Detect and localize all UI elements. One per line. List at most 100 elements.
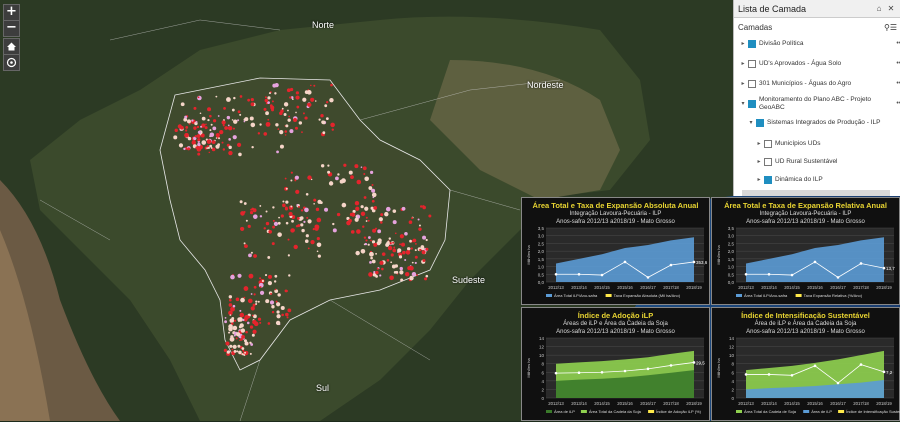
ilp-dot	[191, 140, 196, 145]
expand-arrow-icon[interactable]: ▸	[757, 141, 761, 147]
ilp-dot	[341, 178, 346, 184]
ilp-dot	[267, 118, 270, 121]
x-tick-label: 2017/18	[853, 401, 869, 406]
ilp-dot	[237, 119, 240, 122]
layer-item[interactable]: ▸ UD's Aprovados - Água Solo •••	[734, 60, 900, 68]
expand-arrow-icon[interactable]: ▾	[741, 101, 745, 107]
layer-checkbox[interactable]	[764, 158, 772, 166]
layer-checkbox[interactable]	[764, 140, 772, 148]
layer-item[interactable]: ▸ 301 Municípios - Águas do Agro •••	[734, 80, 900, 88]
ilp-dot	[304, 116, 308, 120]
layer-label: UD's Aprovados - Água Solo	[759, 60, 842, 67]
expand-arrow-icon[interactable]: ▸	[757, 159, 761, 165]
ilp-dot	[290, 171, 293, 174]
ilp-dot	[386, 258, 390, 262]
ilp-dot	[286, 88, 291, 93]
ilp-dot	[275, 300, 278, 303]
scroll-indicator[interactable]	[742, 190, 890, 196]
layer-checkbox[interactable]	[748, 60, 756, 68]
ilp-dot	[377, 238, 382, 243]
layer-item[interactable]: ▸Municípios UDs•••	[734, 140, 900, 148]
ilp-dot	[363, 236, 367, 239]
expand-arrow-icon[interactable]: ▸	[741, 81, 745, 87]
ilp-dot	[279, 144, 284, 149]
ilp-dot	[306, 90, 312, 95]
region-label-nordeste: Nordeste	[527, 80, 564, 90]
layer-checkbox[interactable]	[756, 119, 764, 127]
ilp-dot	[420, 245, 425, 249]
series-point	[859, 363, 863, 366]
ilp-dot	[224, 317, 227, 319]
ilp-dot	[277, 232, 282, 237]
series-point	[669, 263, 673, 267]
region-label-sul: Sul	[316, 383, 330, 393]
search-icon[interactable]: ⚲	[883, 22, 890, 32]
ilp-dot	[397, 248, 402, 253]
ilp-dot	[247, 315, 251, 319]
expand-arrow-icon[interactable]: ▾	[749, 120, 753, 126]
chart-subtitle: Integração Lavoura-Pecuária - ILP	[569, 211, 662, 217]
zoom-out-button[interactable]: −	[3, 20, 20, 37]
ilp-dot	[307, 102, 312, 107]
pin-icon[interactable]: ⌂	[876, 4, 882, 13]
more-options-icon[interactable]: •••	[896, 40, 900, 47]
layer-checkbox[interactable]	[748, 80, 756, 88]
ilp-dot	[276, 150, 279, 154]
layer-item[interactable]: ▸Dinâmica do ILP•••	[734, 176, 900, 184]
ilp-dot	[399, 234, 404, 239]
ilp-dot	[244, 244, 248, 249]
ilp-dot	[268, 230, 273, 234]
home-button[interactable]	[3, 38, 20, 55]
more-options-icon[interactable]: •••	[896, 80, 900, 87]
ilp-dot	[249, 325, 254, 329]
y-tick-label: 0	[541, 396, 544, 401]
ilp-dot	[235, 297, 240, 302]
y-tick-label: 4	[731, 379, 734, 384]
ilp-dot	[380, 213, 384, 217]
ilp-dot	[239, 309, 242, 312]
ilp-dot	[296, 105, 300, 109]
ilp-dot	[370, 170, 374, 174]
ilp-dot	[197, 152, 201, 156]
ilp-dot	[239, 323, 244, 328]
layer-list-header: Lista de Camada ⌂ ✕	[734, 0, 900, 18]
ilp-dot	[240, 297, 245, 303]
ilp-dot	[273, 221, 279, 227]
filter-icon[interactable]: ☰	[889, 22, 897, 32]
ilp-dot	[212, 119, 217, 123]
data-label: 29,5	[696, 360, 705, 365]
ilp-dot	[261, 279, 265, 283]
layer-checkbox[interactable]	[748, 40, 756, 48]
ilp-dot	[259, 321, 262, 324]
layer-item[interactable]: ▸UD Rural Sustentável•••	[734, 158, 900, 166]
x-tick-label: 2018/19	[876, 401, 892, 406]
chart-panel-absolute-expansion: Área Total e Taxa de Expansão Absoluta A…	[521, 197, 710, 305]
more-options-icon[interactable]: •••	[896, 100, 900, 107]
ilp-dot	[414, 249, 417, 252]
ilp-dot	[250, 97, 254, 102]
layer-checkbox[interactable]	[748, 100, 756, 108]
layer-label: Divisão Política	[759, 40, 804, 47]
ilp-dot	[287, 254, 290, 257]
expand-arrow-icon[interactable]: ▸	[741, 61, 745, 67]
expand-arrow-icon[interactable]: ▸	[741, 41, 745, 47]
legend-swatch	[803, 410, 810, 413]
close-icon[interactable]: ✕	[887, 4, 895, 13]
zoom-in-button[interactable]: +	[3, 4, 20, 21]
chart-subtitle-years: Anos-safra 2012/13 a2018/19 - Mato Gross…	[556, 329, 675, 335]
layer-checkbox[interactable]	[764, 176, 772, 184]
ilp-dot	[233, 350, 237, 353]
series-point	[882, 266, 886, 270]
expand-arrow-icon[interactable]: ▸	[757, 177, 761, 183]
ilp-dot	[285, 221, 289, 225]
series-point	[646, 276, 650, 279]
ilp-dot	[259, 277, 262, 280]
layer-item[interactable]: ▾ Monitoramento do Plano ABC - Projeto Ge…	[734, 96, 900, 112]
ilp-dot	[253, 293, 256, 296]
ilp-dot	[252, 214, 258, 219]
y-tick-label: 8	[731, 362, 734, 367]
layer-item[interactable]: ▾Sistemas Integrados de Produção - ILP••…	[734, 119, 900, 127]
layer-item[interactable]: ▸ Divisão Política •••	[734, 40, 900, 48]
locate-button[interactable]	[3, 54, 20, 71]
more-options-icon[interactable]: •••	[896, 60, 900, 67]
